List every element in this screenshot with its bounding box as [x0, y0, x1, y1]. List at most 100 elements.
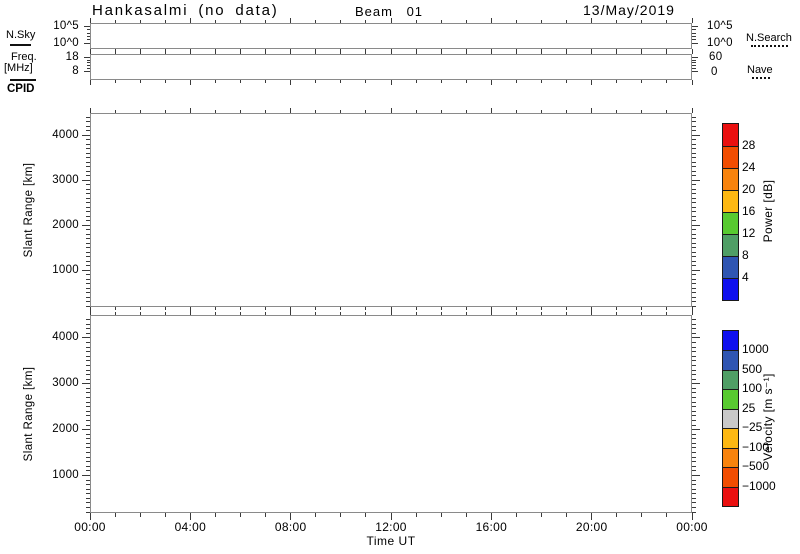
x-axis-tick	[365, 513, 367, 517]
y-axis-tick	[86, 62, 90, 64]
x-axis-tick	[616, 312, 618, 315]
x-axis-tick	[465, 80, 467, 83]
y-axis-tick	[86, 67, 90, 69]
power-colorbar	[722, 123, 739, 301]
y-axis-tick	[692, 488, 696, 490]
x-axis-tick	[89, 307, 91, 312]
frequency-panel	[90, 54, 692, 80]
y-axis-tick	[86, 332, 90, 334]
freq-left-top-tick-label: 18	[65, 51, 79, 63]
y-axis-tick	[692, 493, 696, 495]
x-axis-tick	[240, 49, 241, 52]
x-axis-tick	[340, 20, 342, 23]
y-axis-tick	[86, 143, 90, 145]
y-axis-tick	[82, 337, 90, 339]
y-axis-tick	[86, 125, 90, 127]
y-axis-tick	[692, 148, 696, 150]
y-axis-tick	[86, 170, 90, 172]
x-axis-tick	[691, 513, 693, 520]
y-axis-tick	[86, 233, 90, 235]
x-axis-tick	[641, 110, 643, 113]
y-axis-tick	[82, 134, 90, 136]
y-axis-tick	[86, 256, 90, 258]
time-tick-label: 12:00	[375, 520, 407, 534]
y-axis-tick	[692, 387, 696, 389]
station-title: Hankasalmi (no data)	[92, 2, 279, 19]
x-axis-tick	[315, 513, 317, 517]
y-axis-tick	[692, 242, 696, 244]
y-axis-tick	[86, 438, 90, 440]
y-axis-tick	[692, 152, 696, 154]
y-axis-tick	[692, 59, 696, 61]
x-axis-tick	[666, 307, 668, 310]
y-axis-tick	[692, 211, 696, 213]
y-axis-tick	[86, 148, 90, 150]
y-axis-tick	[692, 161, 696, 163]
y-axis-tick	[692, 139, 696, 141]
y-axis-tick	[86, 32, 90, 34]
y-axis-tick	[692, 283, 696, 285]
x-axis-tick	[465, 49, 467, 52]
x-axis-tick	[440, 110, 442, 113]
y-axis-tick	[692, 224, 700, 226]
y-axis-tick	[86, 456, 90, 458]
y-axis-tick	[692, 116, 696, 118]
y-axis-tick	[82, 224, 90, 226]
y-axis-tick	[692, 461, 696, 463]
nave-label: Nave	[747, 64, 773, 76]
y-axis-tick	[692, 67, 696, 69]
y-axis-tick	[86, 130, 90, 132]
y-axis-tick	[86, 415, 90, 417]
y-axis-tick	[86, 346, 90, 348]
y-axis-tick	[692, 121, 696, 123]
y-axis-tick	[692, 479, 696, 481]
x-axis-tick	[240, 80, 241, 83]
time-tick-label: 04:00	[174, 520, 207, 534]
y-axis-tick	[692, 465, 696, 467]
y-axis-tick	[692, 65, 696, 67]
y-axis-tick	[86, 296, 90, 298]
y-axis-tick	[86, 260, 90, 262]
y-axis-tick	[86, 206, 90, 208]
x-axis-tick	[164, 110, 166, 113]
y-axis-tick	[692, 438, 696, 440]
x-axis-tick	[641, 513, 643, 517]
freq-label: Freq.	[11, 51, 37, 63]
y-axis-tick	[86, 283, 90, 285]
y-axis-tick	[692, 419, 696, 421]
x-axis-tick	[490, 310, 492, 315]
y-axis-tick	[692, 301, 696, 303]
x-axis-tick	[390, 80, 392, 85]
y-axis-tick	[86, 452, 90, 453]
x-axis-tick	[214, 80, 216, 83]
colorbar-tick-label: 25	[742, 400, 756, 415]
y-axis-tick	[692, 269, 700, 271]
x-axis-tick	[390, 18, 392, 23]
y-axis-tick	[692, 278, 696, 280]
x-axis-tick	[315, 51, 317, 54]
y-axis-tick	[692, 346, 696, 348]
y-axis-tick	[86, 374, 90, 376]
x-axis-tick	[189, 310, 191, 315]
x-axis-tick	[214, 307, 216, 310]
x-axis-tick	[265, 513, 267, 517]
x-axis-tick	[591, 310, 593, 315]
y-axis-tick	[86, 493, 90, 495]
x-axis-tick	[390, 513, 392, 520]
x-axis-tick	[616, 307, 618, 310]
y-axis-tick	[692, 447, 696, 449]
y-axis-tick	[86, 65, 90, 67]
x-axis-tick	[691, 18, 693, 23]
x-axis-tick	[139, 49, 141, 52]
freq-left-bottom-tick-label: 8	[72, 65, 79, 77]
y-axis-tick	[692, 233, 696, 235]
x-axis-tick	[591, 307, 593, 312]
y-axis-tick	[692, 184, 696, 186]
x-axis-tick	[139, 51, 141, 54]
x-axis-tick	[566, 110, 568, 113]
y-axis-tick	[692, 342, 696, 343]
x-axis-tick	[641, 312, 643, 315]
x-axis-tick	[164, 20, 166, 23]
x-axis-tick	[490, 18, 492, 23]
x-axis-tick	[415, 51, 417, 54]
